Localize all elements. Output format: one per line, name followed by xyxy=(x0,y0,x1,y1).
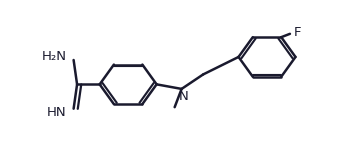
Text: H₂N: H₂N xyxy=(42,50,66,63)
Text: HN: HN xyxy=(47,106,66,119)
Text: F: F xyxy=(293,26,301,39)
Text: N: N xyxy=(178,90,188,103)
